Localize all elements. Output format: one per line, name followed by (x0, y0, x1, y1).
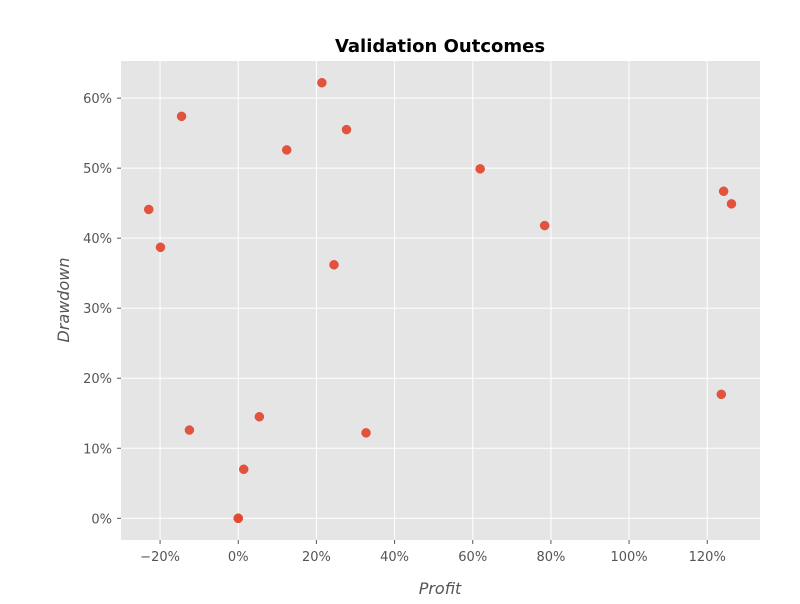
data-point (718, 186, 729, 197)
plot-area (121, 61, 760, 540)
x-tick-label: 0% (228, 550, 249, 565)
x-tick-label: 20% (302, 550, 331, 565)
data-point (176, 111, 187, 122)
x-tick-label: 80% (536, 550, 565, 565)
data-point (539, 220, 550, 231)
x-axis-label: Profit (419, 579, 462, 598)
data-point (329, 260, 339, 270)
point-layer (143, 77, 737, 524)
x-tick-label: −20% (140, 550, 180, 565)
x-tick-label: 100% (610, 550, 647, 565)
tick-layer: −20% 0% 20% 40% 60% 80% 100% 120% 0% 10% 20% 30% 40%… (83, 92, 726, 565)
grid-layer (121, 61, 760, 540)
data-point (254, 411, 265, 422)
y-tick-label: 50% (83, 162, 112, 177)
y-tick-label: 30% (83, 302, 112, 317)
data-point (361, 428, 371, 438)
x-tick-label: 120% (689, 550, 726, 565)
data-point (233, 513, 243, 524)
data-point (726, 199, 737, 209)
y-tick-label: 60% (83, 92, 112, 107)
chart-title: Validation Outcomes (335, 36, 545, 57)
data-point (341, 124, 352, 135)
x-tick-label: 60% (458, 550, 487, 565)
data-point (475, 164, 485, 174)
y-axis-label: Drawdown (54, 258, 73, 343)
y-tick-label: 10% (83, 442, 112, 457)
data-point (184, 425, 195, 435)
data-point (716, 389, 727, 400)
data-point (281, 145, 292, 155)
x-tick-label: 40% (380, 550, 409, 565)
y-tick-label: 40% (83, 232, 112, 247)
data-point (238, 464, 249, 475)
data-point (317, 77, 327, 88)
data-point (143, 204, 154, 215)
y-tick-label: 20% (83, 372, 112, 387)
data-point (155, 242, 166, 253)
y-tick-label: 0% (91, 512, 112, 527)
